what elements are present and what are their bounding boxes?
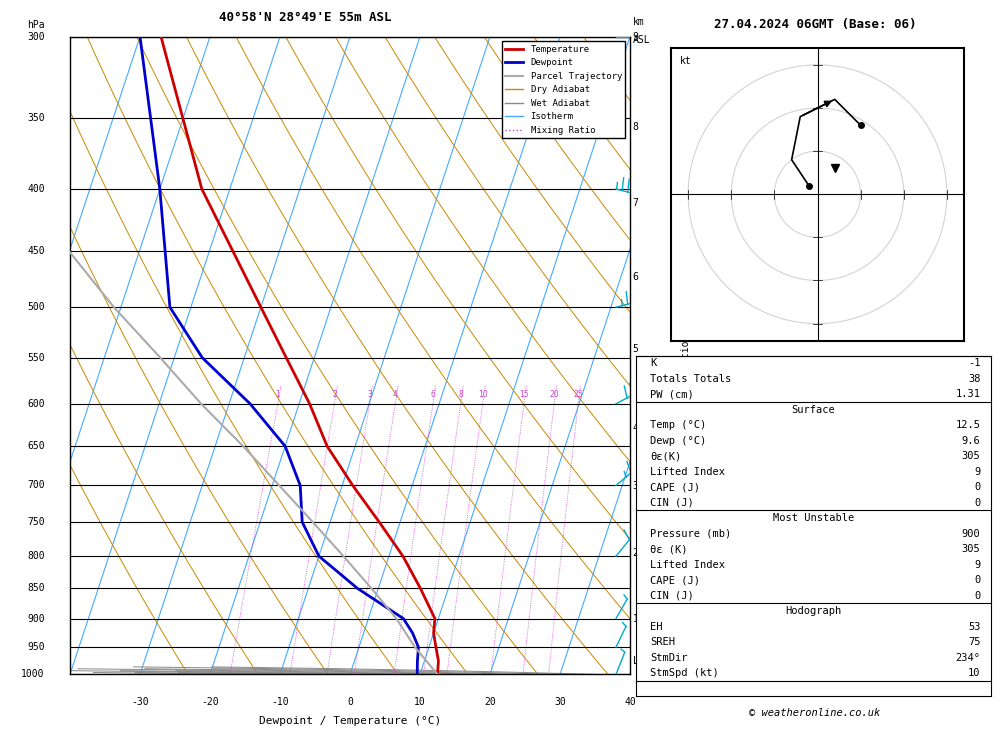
Text: 40: 40 [624, 696, 636, 707]
Text: 2: 2 [332, 390, 337, 399]
Text: kt: kt [680, 56, 691, 67]
Text: 350: 350 [27, 114, 45, 123]
Text: 2: 2 [633, 548, 639, 558]
Text: 20: 20 [484, 696, 496, 707]
Text: 10: 10 [968, 668, 980, 678]
Text: 9: 9 [974, 560, 980, 570]
Text: 800: 800 [27, 551, 45, 561]
Text: 5: 5 [633, 344, 639, 354]
Text: 900: 900 [962, 528, 980, 539]
Text: Dewpoint / Temperature (°C): Dewpoint / Temperature (°C) [259, 716, 441, 726]
Text: Temp (°C): Temp (°C) [650, 420, 706, 430]
Text: 550: 550 [27, 353, 45, 363]
Text: 53: 53 [968, 622, 980, 632]
Text: 300: 300 [27, 32, 45, 42]
Text: 27.04.2024 06GMT (Base: 06): 27.04.2024 06GMT (Base: 06) [714, 18, 916, 32]
Text: Totals Totals: Totals Totals [650, 374, 731, 384]
Text: 0: 0 [974, 591, 980, 600]
Text: EH: EH [650, 622, 663, 632]
Text: 1: 1 [275, 390, 280, 399]
Text: θε (K): θε (K) [650, 544, 688, 554]
Text: 15: 15 [519, 390, 529, 399]
Text: LCL: LCL [633, 656, 650, 666]
Text: CIN (J): CIN (J) [650, 591, 694, 600]
Text: 8: 8 [633, 122, 639, 132]
Text: 7: 7 [633, 199, 639, 208]
Text: 850: 850 [27, 583, 45, 593]
Text: 30: 30 [554, 696, 566, 707]
Text: 400: 400 [27, 184, 45, 194]
Text: 305: 305 [962, 452, 980, 461]
Text: 700: 700 [27, 480, 45, 490]
Text: CAPE (J): CAPE (J) [650, 575, 700, 585]
Text: Surface: Surface [792, 405, 835, 415]
Text: ASL: ASL [633, 35, 650, 45]
Text: 650: 650 [27, 441, 45, 452]
Text: Dewp (°C): Dewp (°C) [650, 435, 706, 446]
Text: StmSpd (kt): StmSpd (kt) [650, 668, 719, 678]
Text: 3: 3 [633, 481, 639, 491]
Text: θε(K): θε(K) [650, 452, 681, 461]
Text: 1000: 1000 [21, 669, 45, 679]
Text: CAPE (J): CAPE (J) [650, 482, 700, 492]
Text: Lifted Index: Lifted Index [650, 560, 725, 570]
Text: 75: 75 [968, 637, 980, 647]
Text: 12.5: 12.5 [955, 420, 980, 430]
Text: 600: 600 [27, 399, 45, 409]
Text: K: K [650, 358, 656, 368]
Text: 6: 6 [633, 272, 639, 281]
Text: 9.6: 9.6 [962, 435, 980, 446]
Text: SREH: SREH [650, 637, 675, 647]
Text: 4: 4 [633, 423, 639, 433]
Text: 750: 750 [27, 517, 45, 527]
Text: 305: 305 [962, 544, 980, 554]
Text: 9: 9 [633, 32, 639, 42]
Text: 10: 10 [414, 696, 426, 707]
Text: 25: 25 [573, 390, 583, 399]
Text: 40°58'N 28°49'E 55m ASL: 40°58'N 28°49'E 55m ASL [219, 11, 391, 24]
Text: hPa: hPa [27, 21, 45, 30]
Text: 20: 20 [549, 390, 559, 399]
Text: 500: 500 [27, 302, 45, 312]
Text: 9: 9 [974, 467, 980, 476]
Text: 0: 0 [347, 696, 353, 707]
Legend: Temperature, Dewpoint, Parcel Trajectory, Dry Adiabat, Wet Adiabat, Isotherm, Mi: Temperature, Dewpoint, Parcel Trajectory… [502, 41, 625, 139]
Text: 0: 0 [974, 482, 980, 492]
Text: CIN (J): CIN (J) [650, 498, 694, 508]
Text: 4: 4 [393, 390, 398, 399]
Text: -1: -1 [968, 358, 980, 368]
Text: -10: -10 [271, 696, 289, 707]
Text: Lifted Index: Lifted Index [650, 467, 725, 476]
Text: 234°: 234° [955, 652, 980, 663]
Text: 950: 950 [27, 642, 45, 652]
Text: Mixing Ratio (g/kg): Mixing Ratio (g/kg) [681, 300, 691, 411]
Text: StmDir: StmDir [650, 652, 688, 663]
Text: PW (cm): PW (cm) [650, 389, 694, 399]
Text: -20: -20 [201, 696, 219, 707]
Text: Most Unstable: Most Unstable [773, 513, 854, 523]
Text: -30: -30 [131, 696, 149, 707]
Text: 3: 3 [367, 390, 372, 399]
Text: 6: 6 [431, 390, 435, 399]
Text: Hodograph: Hodograph [785, 606, 842, 616]
Text: 8: 8 [458, 390, 463, 399]
Text: 900: 900 [27, 614, 45, 624]
Text: 0: 0 [974, 575, 980, 585]
Polygon shape [629, 24, 634, 37]
Text: 450: 450 [27, 246, 45, 257]
Text: 10: 10 [478, 390, 487, 399]
Text: 0: 0 [974, 498, 980, 508]
Text: © weatheronline.co.uk: © weatheronline.co.uk [749, 708, 881, 718]
Text: 38: 38 [968, 374, 980, 384]
Text: Pressure (mb): Pressure (mb) [650, 528, 731, 539]
Text: 1: 1 [633, 614, 639, 624]
Text: km: km [633, 17, 645, 27]
Text: 1.31: 1.31 [955, 389, 980, 399]
